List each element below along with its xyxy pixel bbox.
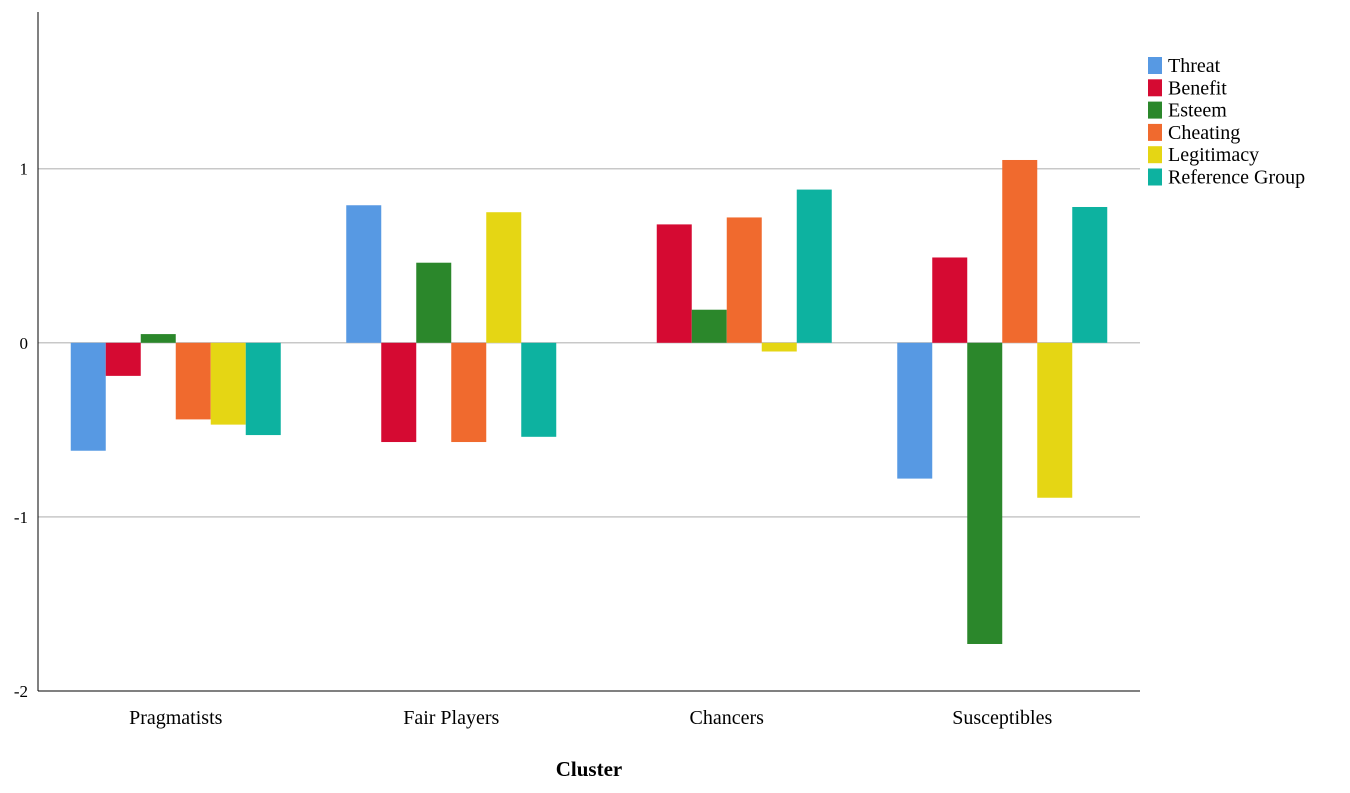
axes xyxy=(37,12,1140,692)
y-tick-label: 1 xyxy=(20,160,29,179)
bar-benefit-chancers xyxy=(656,224,692,343)
bar-esteem-fair-players xyxy=(416,262,452,343)
bar-cheating-pragmatists xyxy=(175,342,211,420)
legend-entry: Threat xyxy=(1168,55,1221,77)
legend-entry: Reference Group xyxy=(1168,167,1305,189)
legend-swatch xyxy=(1148,123,1162,141)
bar-cheating-fair-players xyxy=(451,342,487,443)
y-tick-label: -1 xyxy=(14,508,28,527)
bar-legitimacy-pragmatists xyxy=(210,342,246,425)
bar-threat-fair-players xyxy=(346,205,382,343)
bar-benefit-fair-players xyxy=(381,342,417,443)
x-category-label: Pragmatists xyxy=(129,707,223,729)
legend-entry: Cheating xyxy=(1168,122,1240,144)
y-tick-labels: 1 0 -1 -2 xyxy=(14,160,28,701)
legend-entry: Legitimacy xyxy=(1168,144,1259,166)
x-category-labels: Pragmatists Fair Players Chancers Susceptib… xyxy=(129,707,1052,729)
bar-benefit-pragmatists xyxy=(105,342,141,376)
bar-cheating-susceptibles xyxy=(1002,159,1038,343)
bar-benefit-susceptibles xyxy=(932,257,968,343)
legend-swatch xyxy=(1148,168,1162,186)
bar-cheating-chancers xyxy=(726,217,762,343)
y-tick-label: -2 xyxy=(14,682,28,701)
bar-reference-group-fair-players xyxy=(521,342,557,437)
bar-reference-group-chancers xyxy=(796,189,832,343)
bar-legitimacy-chancers xyxy=(761,342,797,352)
legend-swatch xyxy=(1148,146,1162,164)
bar-reference-group-susceptibles xyxy=(1072,206,1108,343)
bars xyxy=(70,159,1108,644)
bar-esteem-susceptibles xyxy=(967,342,1003,644)
legend-entry: Benefit xyxy=(1168,77,1227,99)
legend-swatch xyxy=(1148,57,1162,74)
legend-entry: Esteem xyxy=(1168,100,1227,122)
bar-legitimacy-fair-players xyxy=(486,212,522,343)
bar-esteem-pragmatists xyxy=(140,334,176,343)
legend: ThreatBenefitEsteemCheatingLegitimacyRef… xyxy=(1148,55,1305,189)
bar-threat-pragmatists xyxy=(70,342,106,451)
bar-esteem-chancers xyxy=(691,309,727,343)
legend-swatch xyxy=(1148,101,1162,119)
bar-legitimacy-susceptibles xyxy=(1037,342,1073,498)
legend-swatch xyxy=(1148,79,1162,97)
x-category-label: Chancers xyxy=(690,707,765,729)
bar-reference-group-pragmatists xyxy=(245,342,281,436)
y-tick-label: 0 xyxy=(20,334,29,353)
x-category-label: Fair Players xyxy=(403,707,499,729)
bar-threat-susceptibles xyxy=(897,342,933,479)
x-axis-label: Cluster xyxy=(556,757,623,781)
x-category-label: Susceptibles xyxy=(952,707,1052,729)
